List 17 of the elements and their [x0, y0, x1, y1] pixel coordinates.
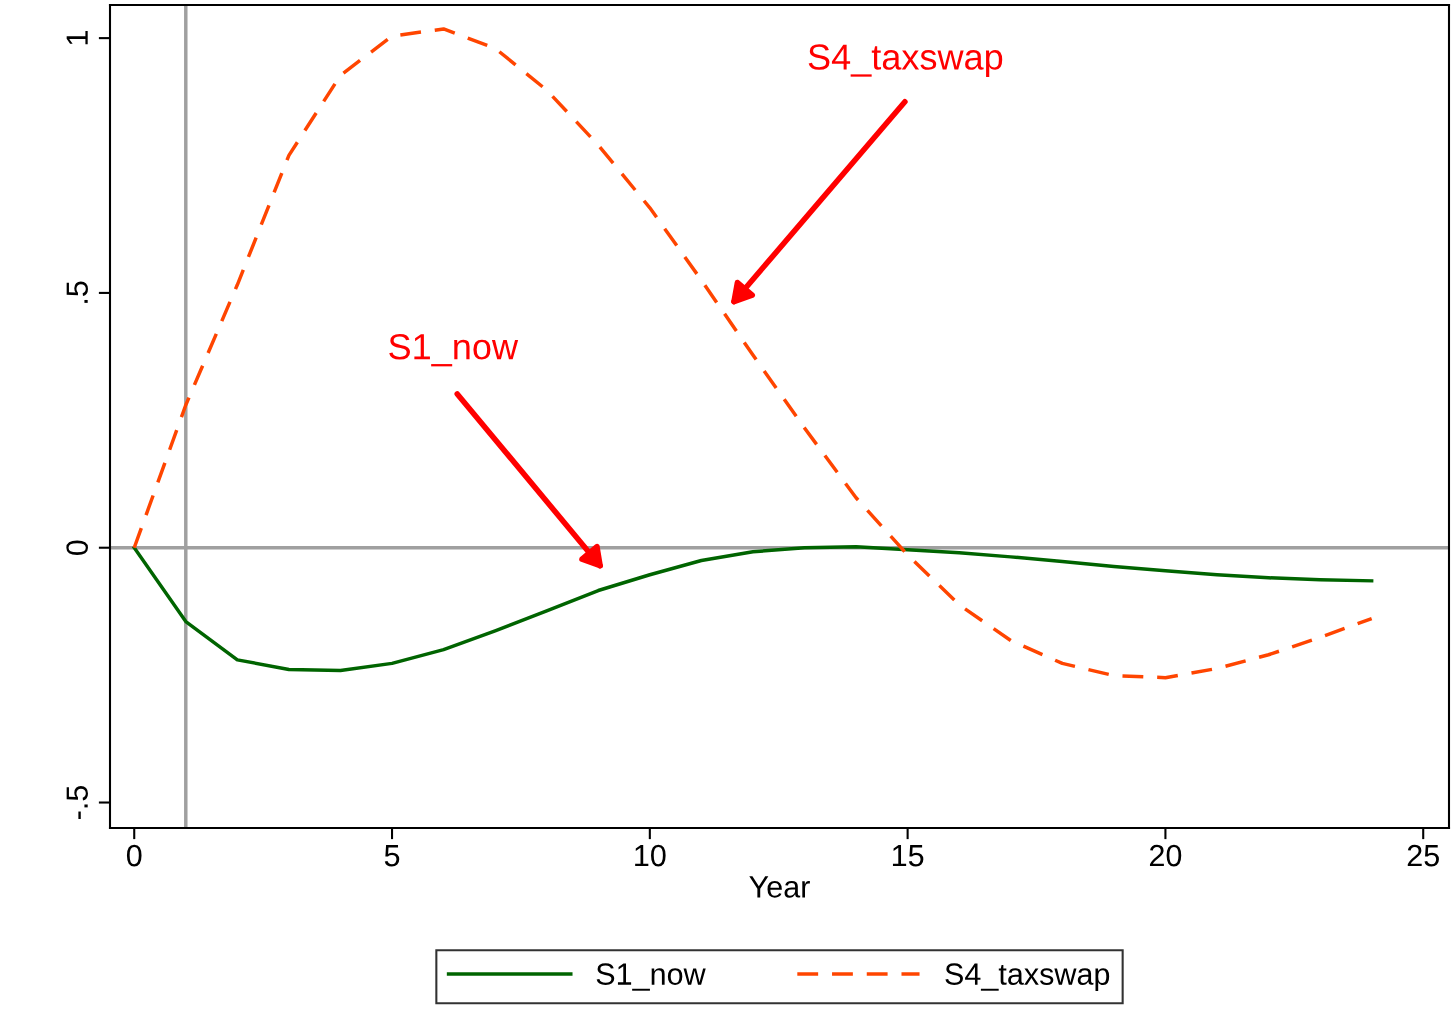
x-tick-label: 0	[126, 844, 142, 867]
y-tick-label: 0	[66, 540, 88, 556]
x-tick-label: 25	[1407, 844, 1439, 867]
line-series	[132, 544, 1374, 673]
y-tick-label: .5	[66, 281, 88, 303]
x-tick-label: 5	[384, 845, 400, 867]
x-tick-label: 20	[1149, 844, 1182, 867]
legend-label: S1_now	[596, 963, 706, 991]
x-tick-label: 10	[635, 844, 666, 867]
x-tick-label: 15	[892, 845, 924, 867]
legend-label: S4_taxswap	[945, 963, 1110, 991]
annotation: S4_taxswap	[808, 44, 1003, 77]
x-axis-title: Year	[749, 876, 810, 898]
y-tick-label: 1	[66, 31, 88, 45]
line-series	[132, 27, 1374, 680]
annotation: S1_now	[389, 333, 519, 367]
y-tick-label: -.5	[66, 785, 88, 819]
